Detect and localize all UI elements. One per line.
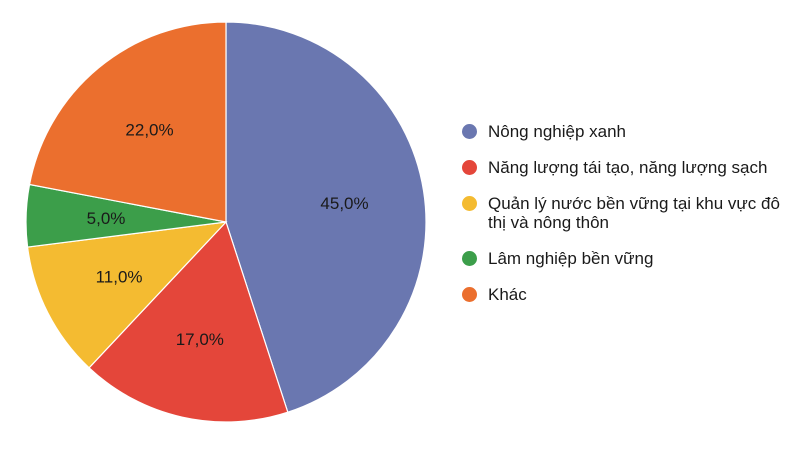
legend-swatch-lam-nghiep — [462, 251, 477, 266]
legend-label-quan-ly-nuoc: Quản lý nước bền vững tại khu vực đô thị… — [488, 194, 780, 232]
slice-value-label-lam-nghiep: 5,0% — [87, 209, 126, 228]
pie-slice-khac — [28, 21, 227, 223]
legend-label-nang-luong: Năng lượng tái tạo, năng lượng sạch — [488, 158, 768, 177]
legend-swatch-quan-ly-nuoc — [462, 196, 477, 211]
legend-item-lam-nghiep: Lâm nghiệp bền vững — [462, 249, 792, 268]
legend-item-nang-luong: Năng lượng tái tạo, năng lượng sạch — [462, 158, 792, 177]
legend-label-nong-nghiep-xanh: Nông nghiệp xanh — [488, 122, 627, 141]
slice-value-label-nong-nghiep-xanh: 45,0% — [320, 194, 368, 213]
legend-item-khac: Khác — [462, 285, 792, 304]
pie-slice-nang-luong — [88, 220, 289, 423]
legend-item-quan-ly-nuoc: Quản lý nước bền vững tại khu vực đô thị… — [462, 194, 792, 232]
legend-swatch-nang-luong — [462, 160, 477, 175]
pie-slice-nong-nghiep-xanh — [225, 21, 427, 413]
legend-label-lam-nghiep: Lâm nghiệp bền vững — [488, 249, 654, 268]
legend-label-khac: Khác — [488, 285, 527, 304]
legend-swatch-nong-nghiep-xanh — [462, 124, 477, 139]
pie-value-labels: 45,0% 17,0% 11,0% 5,0% 22,0% — [87, 121, 369, 350]
slice-value-label-khac: 22,0% — [125, 121, 173, 140]
pie-slice-quan-ly-nuoc — [26, 221, 228, 369]
legend-item-nong-nghiep-xanh: Nông nghiệp xanh — [462, 122, 792, 141]
slice-value-label-nang-luong: 17,0% — [176, 330, 224, 349]
pie-slices — [25, 21, 427, 423]
legend-swatch-khac — [462, 287, 477, 302]
legend: Nông nghiệp xanh Năng lượng tái tạo, năng… — [462, 122, 792, 321]
slice-value-label-quan-ly-nuoc: 11,0% — [96, 267, 143, 286]
